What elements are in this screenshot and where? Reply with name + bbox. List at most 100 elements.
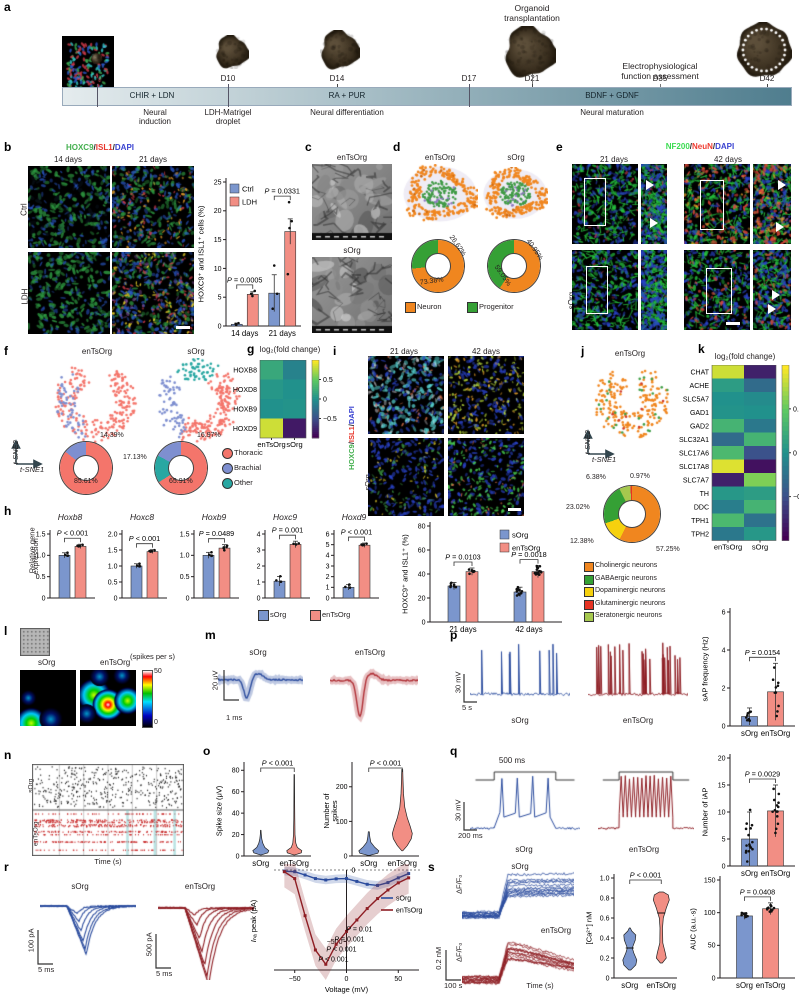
chart-sap-frequency: 0 2 4 6 sAP frequency (Hz) P = 0.0154 sOrg enTs… xyxy=(700,592,798,738)
legend-dot xyxy=(222,478,233,489)
micro-e-entsorg-21d-inset xyxy=(641,164,667,244)
sap-trace-sorg xyxy=(470,638,570,710)
legend-label: Glutaminergic neurons xyxy=(595,599,666,607)
svg-text:0: 0 xyxy=(793,450,797,457)
tsne1-label: t-SNE1 xyxy=(20,465,45,474)
violin-spike-size: 0 20 40 60 80 Spike size (μV) sOrg enTsOrg P < 0… xyxy=(214,752,314,868)
h-gene-title: Hoxb8 xyxy=(57,512,83,522)
svg-text:0.5: 0.5 xyxy=(323,377,333,384)
svg-text:AUC (a.u.·s): AUC (a.u.·s) xyxy=(689,908,698,950)
svg-text:0: 0 xyxy=(42,595,46,602)
svg-text:0.8: 0.8 xyxy=(600,895,610,902)
svg-text:1.0: 1.0 xyxy=(36,553,46,560)
organoid-image xyxy=(90,52,103,65)
svg-text:0.5: 0.5 xyxy=(108,579,118,586)
legend-label: sOrg xyxy=(270,610,287,619)
scale-bar xyxy=(508,508,521,511)
p-scale-v: 30 mV xyxy=(453,671,463,694)
svg-text:20: 20 xyxy=(214,208,222,215)
svg-text:1: 1 xyxy=(257,579,261,586)
svg-text:4: 4 xyxy=(722,647,726,654)
mea-heat-entsorg xyxy=(80,670,136,726)
tsne-j-entsorg xyxy=(588,360,674,442)
panel-h-label: h xyxy=(4,504,12,518)
chart-b-hoxc9-isl1-cells: 0 5 10 15 20 25 HOXC9⁺ and ISL1⁺ cells (%) P = … xyxy=(196,160,304,338)
panel-s-label: s xyxy=(428,860,435,874)
arrowhead xyxy=(768,304,781,314)
panel-j-label: j xyxy=(581,344,585,358)
roi-box xyxy=(700,180,724,230)
panel-q-label: q xyxy=(450,744,458,758)
svg-text:P = 0.0408: P = 0.0408 xyxy=(740,887,776,896)
q-entsorg-label: enTsOrg xyxy=(628,845,660,854)
svg-text:enTsOrg: enTsOrg xyxy=(280,859,309,868)
timeline-phase-label: BDNF + GDNF xyxy=(585,91,639,100)
svg-text:−0.5: −0.5 xyxy=(793,494,799,501)
svg-text:6: 6 xyxy=(722,609,726,616)
svg-text:P = 0.0029: P = 0.0029 xyxy=(745,770,781,779)
svg-text:GAD2: GAD2 xyxy=(690,423,709,430)
svg-text:enTsOrg: enTsOrg xyxy=(257,440,285,449)
scale-bar xyxy=(726,322,740,325)
iap-trace-entsorg xyxy=(598,766,694,842)
svg-text:sOrg: sOrg xyxy=(752,543,768,552)
legend-swatch xyxy=(584,599,594,610)
svg-text:sAP frequency (Hz): sAP frequency (Hz) xyxy=(701,636,710,701)
micro-i-sorg-42d xyxy=(448,438,524,516)
svg-text:3: 3 xyxy=(257,547,261,554)
svg-text:sOrg: sOrg xyxy=(621,981,638,990)
svg-text:1.0: 1.0 xyxy=(180,553,190,560)
col-e-21d: 21 days xyxy=(599,155,629,164)
svg-text:SLC32A1: SLC32A1 xyxy=(679,437,709,444)
panel-f-label: f xyxy=(4,344,8,358)
h-gene-title: Hoxb9 xyxy=(201,512,227,522)
svg-text:Spike size (μV): Spike size (μV) xyxy=(215,785,224,836)
legend-dot xyxy=(222,463,233,474)
donut-hole xyxy=(619,501,645,527)
svg-text:20: 20 xyxy=(232,832,240,839)
svg-text:0.2: 0.2 xyxy=(600,955,610,962)
mea-cbar-min: 0 xyxy=(154,719,158,726)
svg-text:HOXD9: HOXD9 xyxy=(233,426,257,433)
legend-label: enTsOrg xyxy=(322,610,351,619)
svg-text:6: 6 xyxy=(326,531,330,538)
svg-text:100: 100 xyxy=(704,910,716,917)
svg-text:1.5: 1.5 xyxy=(108,547,118,554)
svg-text:1.5: 1.5 xyxy=(36,531,46,538)
micro-i-entsorg-42d xyxy=(448,356,524,434)
ipsc-image xyxy=(62,36,114,94)
svg-text:0.5: 0.5 xyxy=(180,574,190,581)
arrowhead xyxy=(772,290,785,300)
q-scalebar xyxy=(452,800,478,840)
r-scalebar2 xyxy=(142,932,172,978)
p-sorg-label: sOrg xyxy=(511,716,529,725)
donut-pct-label: 14.39% xyxy=(100,432,124,439)
violin-num-spikes: 0 100 200 Number of spikes sOrg enTsOrg P < 0.0… xyxy=(322,752,422,868)
donut-pct-label: 17.13% xyxy=(123,454,147,461)
svg-text:10: 10 xyxy=(718,809,726,816)
svg-text:sOrg: sOrg xyxy=(512,531,528,540)
svg-text:SLC5A7: SLC5A7 xyxy=(683,396,709,403)
legend-swatch xyxy=(584,562,594,572)
donut-hole xyxy=(426,254,450,278)
micro-e-entsorg-42d-inset xyxy=(753,164,791,244)
iv-curve-chart: 0 −50 0 50 −500 Voltage (mV) Iₙₐ peak (pA) P = … xyxy=(248,856,423,994)
svg-text:P < 0.001: P < 0.001 xyxy=(262,759,293,768)
raster-xlabel: Time (s) xyxy=(94,857,122,866)
chart-i-hoxc9-isl1-pct: 0 20 40 60 80 HOXC9⁺ and ISL1⁺ (%) P = 0.0103 2… xyxy=(400,508,565,634)
svg-text:0.5: 0.5 xyxy=(793,406,799,413)
svg-text:enTsOrg: enTsOrg xyxy=(512,544,540,553)
s-xlabel: Time (s) xyxy=(526,981,554,990)
legend-label: Thoracic xyxy=(234,447,263,457)
sem-sorg-label: sOrg xyxy=(343,246,361,255)
legend-label: Other xyxy=(234,477,253,487)
timeline-div xyxy=(97,84,98,107)
svg-text:P = 0.001: P = 0.001 xyxy=(334,936,364,943)
donut-pct-label: 57.25% xyxy=(656,546,680,553)
timeline-stage-label: Neural induction xyxy=(138,108,172,127)
svg-text:50: 50 xyxy=(708,943,716,950)
chart-number-of-iap: 0 5 10 15 20 Number of iAP P = 0.0029 sOrg enTsO… xyxy=(700,740,798,878)
timeline-phase-label: CHIR + LDN xyxy=(129,91,175,100)
r-entsorg-label: enTsOrg xyxy=(184,882,216,891)
svg-text:25: 25 xyxy=(214,179,222,186)
